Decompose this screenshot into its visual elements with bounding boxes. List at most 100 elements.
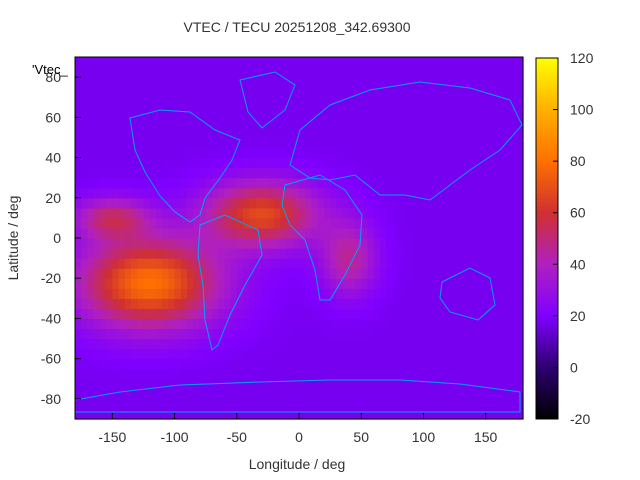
heatmap-cell xyxy=(292,77,300,88)
heatmap-cell xyxy=(280,77,288,88)
heatmap-cell xyxy=(305,308,313,320)
heatmap-cell xyxy=(355,238,362,249)
heatmap-cell xyxy=(323,328,331,340)
heatmap-cell xyxy=(510,378,518,390)
heatmap-cell xyxy=(267,87,275,98)
heatmap-cell xyxy=(479,318,487,330)
heatmap-cell xyxy=(211,127,219,139)
heatmap-cell xyxy=(93,348,101,360)
heatmap-cell xyxy=(224,268,232,279)
heatmap-cell xyxy=(404,318,412,330)
heatmap-cell xyxy=(174,318,182,330)
heatmap-cell xyxy=(261,238,269,249)
heatmap-cell xyxy=(361,308,369,320)
heatmap-cell xyxy=(118,338,126,350)
heatmap-cell xyxy=(243,278,250,289)
heatmap-cell xyxy=(261,358,269,370)
heatmap-cell xyxy=(180,147,188,159)
heatmap-cell xyxy=(193,318,201,330)
heatmap-cell xyxy=(230,67,238,78)
heatmap-cell xyxy=(211,258,219,269)
heatmap-cell xyxy=(75,368,82,380)
heatmap-cell xyxy=(106,238,113,249)
heatmap-cell xyxy=(162,318,169,330)
heatmap-cell xyxy=(267,358,275,370)
heatmap-cell xyxy=(124,388,132,400)
heatmap-cell xyxy=(131,227,138,239)
heatmap-cell xyxy=(199,248,207,259)
heatmap-cell xyxy=(467,318,474,330)
heatmap-cell xyxy=(510,217,518,229)
heatmap-cell xyxy=(243,217,250,229)
heatmap-cell xyxy=(205,157,213,169)
heatmap-cell xyxy=(361,388,369,400)
heatmap-cell xyxy=(124,77,132,88)
heatmap-cell xyxy=(336,127,344,139)
heatmap-cell xyxy=(87,248,95,259)
heatmap-cell xyxy=(205,238,213,249)
heatmap-cell xyxy=(267,137,275,149)
heatmap-cell xyxy=(93,87,101,98)
heatmap-cell xyxy=(510,167,518,179)
heatmap-cell xyxy=(218,147,225,159)
heatmap-cell xyxy=(205,368,213,380)
heatmap-cell xyxy=(124,408,132,420)
heatmap-cell xyxy=(274,87,281,98)
heatmap-cell xyxy=(342,227,350,239)
heatmap-cell xyxy=(149,298,157,309)
heatmap-cell xyxy=(386,268,393,279)
heatmap-cell xyxy=(323,97,331,108)
heatmap-cell xyxy=(510,87,518,98)
heatmap-cell xyxy=(236,67,244,78)
heatmap-cell xyxy=(367,217,375,229)
heatmap-cell xyxy=(454,87,462,98)
heatmap-cell xyxy=(435,388,443,400)
y-tick-label: -40 xyxy=(41,310,61,326)
heatmap-cell xyxy=(498,117,505,128)
heatmap-cell xyxy=(168,77,176,88)
heatmap-cell xyxy=(193,97,201,108)
heatmap-cell xyxy=(485,318,493,330)
heatmap-cell xyxy=(236,147,244,159)
heatmap-cell xyxy=(199,308,207,320)
heatmap-cell xyxy=(187,177,194,189)
heatmap-cell xyxy=(305,288,313,299)
heatmap-cell xyxy=(429,157,437,169)
heatmap-cell xyxy=(255,248,263,259)
heatmap-cell xyxy=(180,348,188,360)
heatmap-cell xyxy=(417,268,425,279)
heatmap-cell xyxy=(249,328,257,340)
heatmap-cell xyxy=(404,378,412,390)
heatmap-cell xyxy=(112,248,120,259)
heatmap-cell xyxy=(442,207,449,219)
heatmap-cell xyxy=(454,157,462,169)
heatmap-cell xyxy=(168,298,176,309)
heatmap-cell xyxy=(205,217,213,229)
heatmap-cell xyxy=(398,217,406,229)
heatmap-cell xyxy=(131,358,138,370)
heatmap-cell xyxy=(404,388,412,400)
heatmap-cell xyxy=(398,117,406,128)
heatmap-cell xyxy=(473,408,481,420)
heatmap-cell xyxy=(448,388,456,400)
heatmap-cell xyxy=(448,187,456,199)
heatmap-cell xyxy=(218,338,225,350)
x-axis-ticks: -150 -100 -50 0 50 100 150 xyxy=(98,413,498,445)
heatmap-cell xyxy=(261,157,269,169)
heatmap-cell xyxy=(224,388,232,400)
heatmap-cell xyxy=(243,388,250,400)
heatmap-cell xyxy=(510,137,518,149)
heatmap-cell xyxy=(467,177,474,189)
heatmap-cell xyxy=(137,207,145,219)
heatmap-cell xyxy=(473,167,481,179)
heatmap-cell xyxy=(423,308,431,320)
heatmap-cell xyxy=(255,348,263,360)
heatmap-cell xyxy=(361,57,369,68)
heatmap-cell xyxy=(230,288,238,299)
heatmap-cell xyxy=(149,117,157,128)
heatmap-cell xyxy=(330,338,337,350)
heatmap-cell xyxy=(311,358,319,370)
heatmap-cell xyxy=(174,358,182,370)
heatmap-cell xyxy=(205,87,213,98)
heatmap-cell xyxy=(193,167,201,179)
